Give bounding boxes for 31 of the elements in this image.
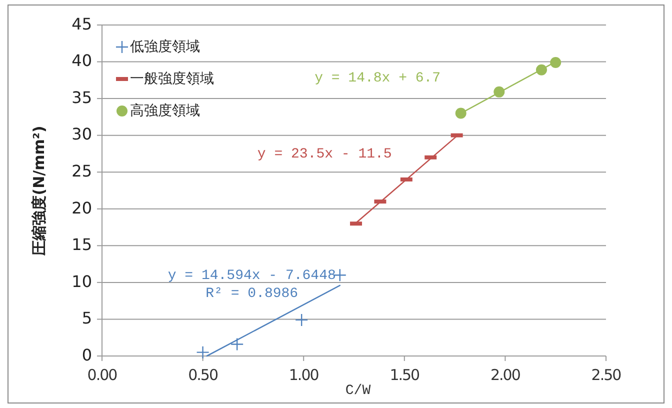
point xyxy=(455,108,466,119)
point xyxy=(196,346,210,359)
y-tick-label: 45 xyxy=(72,14,92,34)
x-tick-label: 0.00 xyxy=(87,366,118,384)
point xyxy=(294,313,308,327)
legend-label: 一般強度領域 xyxy=(130,70,214,87)
y-tick-label: 15 xyxy=(72,235,92,254)
y-tick-label: 20 xyxy=(72,198,92,218)
x-tick-label: 1.00 xyxy=(288,366,319,384)
point xyxy=(230,338,244,351)
x-tick-label: 1.50 xyxy=(390,366,420,384)
x-tick-label: 0.50 xyxy=(188,366,218,384)
y-tick-label: 10 xyxy=(72,272,92,291)
point xyxy=(550,57,562,68)
y-tick-label: 35 xyxy=(72,88,92,107)
y-tick-label: 25 xyxy=(72,161,92,180)
point xyxy=(536,64,547,76)
y-axis-title: 圧縮強度(N/mm²) xyxy=(30,126,48,256)
annotation: y = 14.8x + 6.7 xyxy=(314,70,441,86)
y-tick-label: 5 xyxy=(82,308,92,328)
annotation: y = 23.5x - 11.5 xyxy=(257,146,392,162)
y-tick-label: 0 xyxy=(82,345,92,364)
legend-label: 高強度領域 xyxy=(130,102,200,119)
y-tick-label: 40 xyxy=(72,51,92,70)
y-tick-label: 30 xyxy=(72,124,92,144)
x-tick-label: 2.50 xyxy=(591,366,622,384)
point xyxy=(494,86,505,98)
x-axis-title: C/W xyxy=(345,383,372,399)
legend-label: 低強度領域 xyxy=(130,38,200,55)
annotation: y = 14.594x - 7.6448 R² = 0.8986 xyxy=(168,268,336,302)
x-tick-label: 2.00 xyxy=(490,366,520,384)
